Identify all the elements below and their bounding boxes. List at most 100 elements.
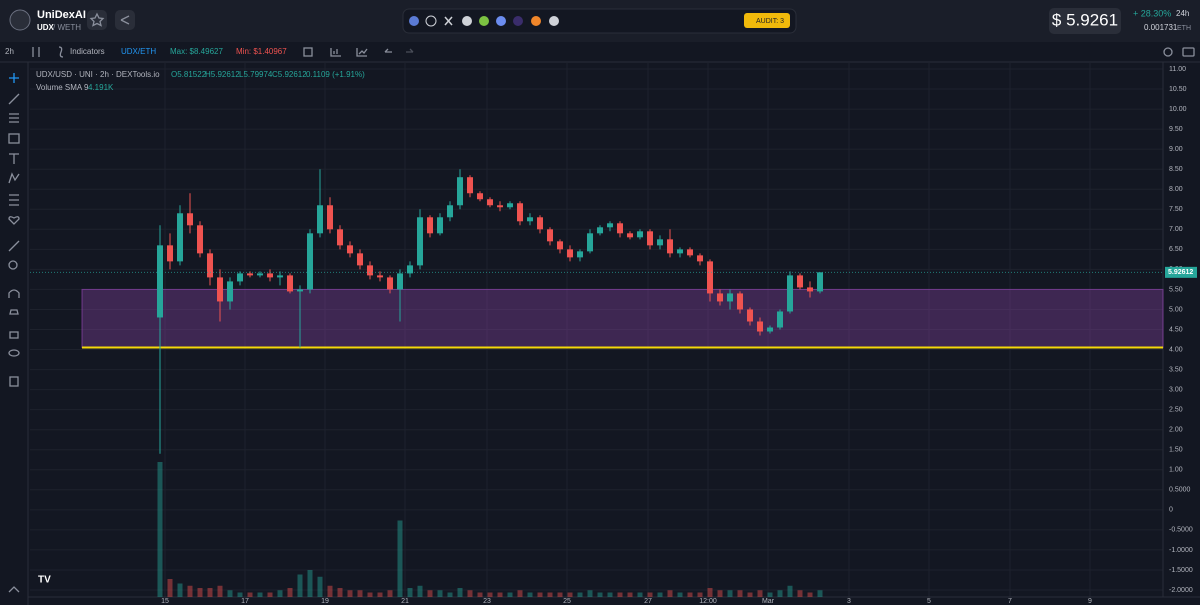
link-icon[interactable] — [513, 16, 523, 26]
fib-tool[interactable] — [9, 113, 19, 123]
candle-body — [297, 289, 303, 292]
y-tick-label: 4.00 — [1169, 346, 1183, 353]
share-icon — [120, 15, 130, 25]
line-icon[interactable] — [356, 48, 368, 57]
price-change: + 28.30% — [1133, 8, 1171, 18]
candle-body — [407, 265, 413, 274]
volume-bar — [187, 585, 193, 597]
crosshair-tool[interactable] — [9, 73, 19, 83]
volume-bar — [157, 462, 163, 597]
link-icon[interactable] — [496, 16, 506, 26]
link-icon[interactable] — [549, 16, 559, 26]
y-tick-label: 9.00 — [1169, 146, 1183, 153]
volume-bar — [487, 592, 493, 597]
stay-drawing-tool[interactable] — [9, 309, 19, 315]
hide-tool[interactable] — [8, 349, 20, 357]
favorite-button[interactable] — [87, 10, 107, 30]
y-tick-label: 7.00 — [1169, 226, 1183, 233]
volume-bar — [717, 590, 723, 597]
candle-body — [227, 281, 233, 302]
candle-body — [307, 233, 313, 290]
share-button[interactable] — [115, 10, 135, 30]
x-tick-label: Mar — [762, 598, 775, 605]
volume-bar — [407, 588, 413, 597]
interval[interactable]: 2h — [5, 47, 14, 56]
candle-body — [657, 239, 663, 246]
snapshot-icon[interactable] — [1182, 47, 1195, 57]
link-icon[interactable] — [409, 16, 419, 26]
volume-bar — [787, 585, 793, 597]
link-icon[interactable] — [425, 15, 437, 27]
pair-toggle[interactable]: UDX/ETH — [121, 47, 156, 56]
candle-body — [607, 223, 613, 228]
candle-type-icon[interactable] — [32, 47, 40, 57]
candle-body — [287, 275, 293, 292]
volume-bar — [767, 592, 773, 597]
volume-bar — [647, 592, 653, 597]
candle-body — [577, 251, 583, 258]
candle-body — [327, 205, 333, 230]
candle-body — [547, 229, 553, 242]
link-icon[interactable] — [462, 16, 472, 26]
bars-icon[interactable] — [330, 48, 341, 57]
volume-bar — [807, 592, 813, 597]
link-icon[interactable] — [531, 16, 541, 26]
link-icon[interactable] — [479, 16, 489, 26]
ruler-tool[interactable] — [8, 240, 20, 252]
candle-body — [197, 225, 203, 254]
collapse-icon[interactable] — [8, 586, 20, 593]
candle-body — [747, 309, 753, 322]
candle-body — [557, 241, 563, 250]
magnet-tool[interactable] — [8, 289, 20, 298]
demand-zone — [81, 288, 1164, 349]
candle-body — [797, 275, 803, 288]
token-logo[interactable] — [9, 9, 31, 31]
undo-icon[interactable] — [384, 48, 392, 53]
y-tick-label: 1.50 — [1169, 447, 1183, 454]
volume-bar — [707, 588, 713, 597]
candle-body — [807, 287, 813, 292]
x-tick-label: 25 — [563, 598, 571, 605]
x-tick-label: 27 — [644, 598, 652, 605]
volume-bar — [317, 576, 323, 597]
candle-body — [537, 217, 543, 230]
lock-tool[interactable] — [9, 331, 19, 339]
volume-bar — [267, 592, 273, 597]
text-tool[interactable] — [9, 153, 19, 164]
volume-bar — [557, 592, 563, 597]
volume-bar — [357, 590, 363, 597]
link-icon[interactable] — [444, 16, 453, 26]
volume-bar — [457, 588, 463, 597]
shape-tool[interactable] — [8, 133, 20, 144]
fullscreen-icon[interactable] — [303, 47, 313, 57]
y-tick-label: 4.50 — [1169, 326, 1183, 333]
volume-bar — [427, 590, 433, 597]
settings-icon[interactable] — [1163, 47, 1173, 57]
volume-bar — [597, 592, 603, 597]
candle-body — [237, 273, 243, 282]
pattern-tool[interactable] — [8, 172, 20, 184]
candle-body — [817, 272, 823, 292]
indicators[interactable]: Indicators — [70, 47, 105, 56]
volume-bar — [327, 585, 333, 597]
candle-body — [357, 253, 363, 266]
volume-bar — [237, 592, 243, 597]
volume-bar — [467, 590, 473, 597]
favorites-tool[interactable] — [8, 216, 20, 225]
volume-bar — [727, 590, 733, 597]
y-tick-label: 0 — [1169, 507, 1173, 514]
prediction-tool[interactable] — [9, 194, 19, 206]
candle-body — [737, 293, 743, 310]
audit-badge[interactable] — [744, 13, 790, 28]
zoom-tool[interactable] — [8, 260, 18, 270]
volume-bar — [307, 570, 313, 597]
candle-body — [717, 293, 723, 302]
candle-body — [687, 249, 693, 256]
pair-base: UDX — [37, 23, 55, 32]
delete-tool[interactable] — [9, 376, 19, 387]
star-icon — [89, 12, 105, 27]
trendline-tool[interactable] — [8, 93, 20, 105]
candle-body — [427, 217, 433, 234]
candle-body — [457, 177, 463, 206]
volume-bar — [297, 574, 303, 597]
